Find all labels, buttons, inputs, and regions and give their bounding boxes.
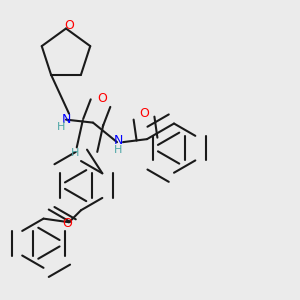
Text: O: O (63, 217, 72, 230)
Text: N: N (114, 134, 123, 147)
Text: O: O (97, 92, 107, 105)
Text: H: H (71, 148, 79, 158)
Text: H: H (114, 145, 123, 154)
Text: H: H (57, 122, 66, 132)
Text: O: O (139, 107, 149, 120)
Text: O: O (64, 19, 74, 32)
Text: N: N (61, 113, 71, 126)
